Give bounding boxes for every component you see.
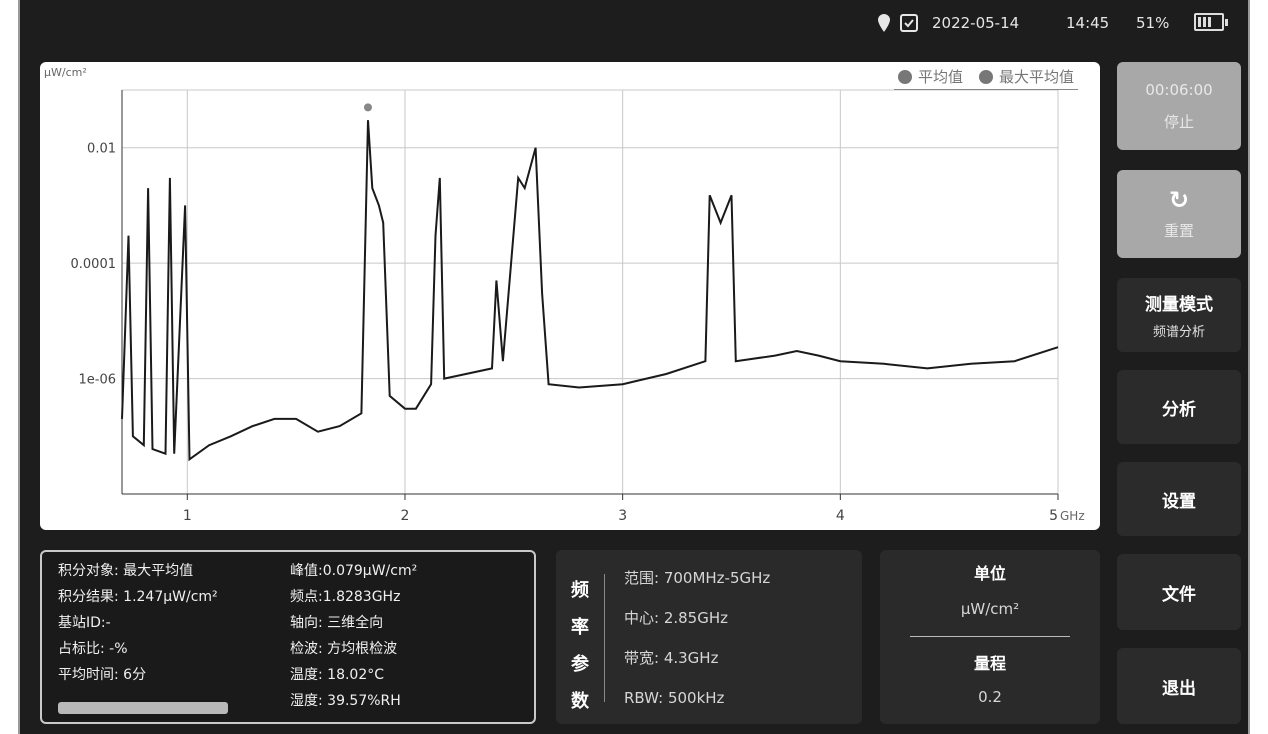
peak-marker [363,103,372,112]
unit-range-panel[interactable]: 单位 μW/cm² 量程 0.2 [880,550,1100,724]
exit-button[interactable]: 退出 [1117,648,1241,724]
stop-button[interactable]: 00:06:00 停止 [1117,62,1241,150]
y-tick-label: 1e-06 [78,373,116,388]
range-label: 量程 [973,654,1006,673]
screenshot-icon [900,14,918,36]
integration-result: 积分结果: 1.247μW/cm² [58,589,218,605]
axis-mode: 轴向: 三维全向 [290,615,384,631]
series-line-max-average [121,120,1059,462]
status-time: 14:45 [1066,14,1110,32]
measure-mode-label: 测量模式 [1145,295,1213,315]
freq-rbw: RBW: 500kHz [624,689,725,707]
y-tick-label: 0.01 [87,142,116,157]
exit-label: 退出 [1162,678,1196,699]
spectrum-plot: 0.01 0.0001 1e-06 1 2 3 4 5 GHz μW/cm² [44,66,1085,524]
legend-dot-max-average [978,69,993,84]
analysis-button[interactable]: 分析 [1117,370,1241,444]
y-tick-label: 0.0001 [71,257,117,272]
status-date: 2022-05-14 [932,14,1020,32]
file-button[interactable]: 文件 [1117,554,1241,630]
integration-object: 积分对象: 最大平均值 [58,563,194,579]
freq-title-char: 数 [571,691,589,712]
stop-label: 停止 [1163,112,1194,131]
refresh-icon: ↻ [1168,185,1190,214]
peak-value: 峰值:0.079μW/cm² [290,563,418,579]
range-value: 0.2 [978,688,1002,706]
freq-span: 带宽: 4.3GHz [624,649,719,667]
info-left-column: 积分对象: 最大平均值 积分结果: 1.247μW/cm² 基站ID:- 占标比… [58,558,218,688]
measure-mode-value: 频谱分析 [1152,325,1205,340]
legend-average: 平均值 [917,68,963,86]
battery-percent: 51% [1136,14,1170,32]
averaging-progress-bar [58,702,228,714]
x-tick-label: 4 [836,508,845,524]
timer-display: 00:06:00 [1145,80,1213,99]
x-tick-label: 3 [618,508,627,524]
x-tick-label: 2 [401,508,410,524]
analysis-label: 分析 [1162,399,1196,420]
detector-mode: 检波: 方均根检波 [290,641,398,657]
device-screen: 2022-05-14 14:45 51% 0.01 0.0001 1e-06 1 2 3 4… [18,0,1250,734]
station-id: 基站ID:- [58,615,111,631]
freq-divider [604,574,605,702]
measurement-info-panel: 积分对象: 最大平均值 积分结果: 1.247μW/cm² 基站ID:- 占标比… [40,550,536,724]
x-tick-label: 5 [1049,508,1058,524]
y-axis-label: μW/cm² [44,66,87,79]
frequency-params-panel[interactable]: 频 率 参 数 范围: 700MHz-5GHz 中心: 2.85GHz 带宽: … [556,550,862,724]
frequency-params-title: 频 率 参 数 [570,572,590,720]
measure-mode-button[interactable]: 测量模式 频谱分析 [1117,278,1241,352]
freq-title-char: 频 [571,580,589,601]
settings-button[interactable]: 设置 [1117,462,1241,536]
spectrum-chart[interactable]: 0.01 0.0001 1e-06 1 2 3 4 5 GHz μW/cm² 平均值 最大平均值 [40,62,1100,530]
peak-frequency: 频点:1.8283GHz [290,589,401,605]
freq-title-char: 参 [571,654,589,675]
freq-rows: 范围: 700MHz-5GHz 中心: 2.85GHz 带宽: 4.3GHz R… [624,562,770,722]
temperature: 温度: 18.02°C [290,667,385,683]
file-label: 文件 [1162,584,1196,605]
location-pin-icon [878,14,890,36]
x-tick-label: 1 [183,508,192,524]
chart-legend: 平均值 最大平均值 [893,66,1078,90]
freq-title-char: 率 [571,617,589,638]
battery-icon [1194,13,1228,31]
settings-label: 设置 [1162,491,1196,512]
reset-label: 重置 [1163,221,1194,240]
reset-button[interactable]: ↻ 重置 [1117,170,1241,258]
unit-separator [910,636,1070,637]
freq-center: 中心: 2.85GHz [624,609,728,627]
unit-label: 单位 [973,564,1006,583]
average-time: 平均时间: 6分 [58,667,147,683]
unit-value: μW/cm² [960,600,1020,618]
status-bar: 2022-05-14 14:45 51% [20,0,1248,48]
legend-max-average: 最大平均值 [998,68,1074,86]
humidity: 湿度: 39.57%RH [290,693,401,709]
legend-dot-average [897,69,912,84]
exposure-ratio: 占标比: -% [58,641,128,657]
x-unit-label: GHz [1060,509,1085,523]
freq-range: 范围: 700MHz-5GHz [624,569,771,587]
averaging-progress-fill [58,702,228,714]
info-right-column: 峰值:0.079μW/cm² 频点:1.8283GHz 轴向: 三维全向 检波:… [290,558,417,714]
